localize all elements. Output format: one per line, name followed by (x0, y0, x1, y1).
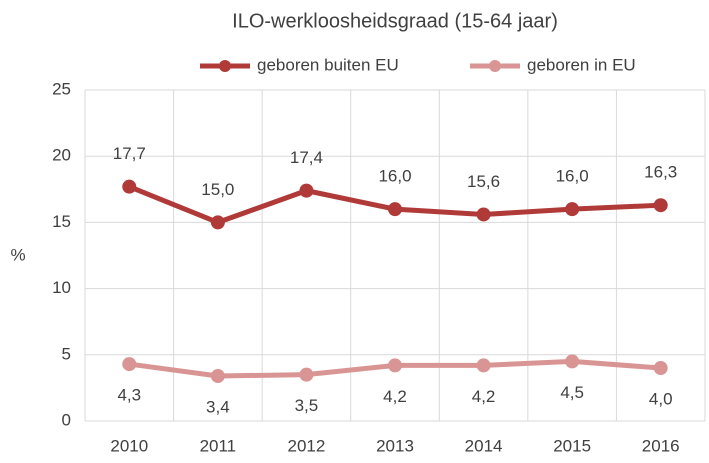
x-tick-label: 2010 (110, 436, 148, 455)
data-label: 15,6 (467, 172, 500, 191)
point (565, 354, 580, 369)
data-label: 17,7 (113, 144, 146, 163)
point (122, 179, 137, 194)
point (653, 198, 668, 213)
point (210, 368, 225, 383)
data-label: 3,5 (295, 396, 319, 415)
point (210, 215, 225, 230)
y-tick-label: 25 (52, 79, 71, 98)
legend-label: geboren in EU (527, 55, 636, 74)
y-tick-label: 15 (52, 212, 71, 231)
point (476, 207, 491, 222)
y-tick-label: 0 (62, 410, 71, 429)
data-label: 3,4 (206, 397, 230, 416)
legend-marker (489, 60, 501, 72)
data-label: 16,3 (644, 163, 677, 182)
data-label: 16,0 (378, 167, 411, 186)
data-label: 4,5 (560, 383, 584, 402)
point (388, 358, 402, 373)
x-tick-label: 2013 (376, 436, 414, 455)
y-tick-label: 10 (52, 278, 71, 297)
x-tick-label: 2011 (200, 436, 237, 455)
data-label: 4,3 (117, 386, 141, 405)
point (565, 202, 580, 217)
data-label: 4,2 (383, 387, 407, 406)
point (299, 367, 314, 382)
data-label: 17,4 (290, 148, 323, 167)
data-label: 4,2 (472, 387, 496, 406)
point (653, 361, 668, 376)
y-axis-label: % (10, 245, 25, 264)
point (476, 358, 491, 373)
y-tick-label: 20 (52, 146, 71, 165)
x-tick-label: 2016 (642, 436, 680, 455)
data-label: 15,0 (201, 180, 234, 199)
chart-title: ILO-werkloosheidsgraad (15-64 jaar) (232, 10, 558, 32)
x-tick-label: 2014 (465, 436, 503, 455)
point (299, 183, 314, 198)
legend-label: geboren buiten EU (257, 55, 399, 74)
data-label: 16,0 (556, 167, 589, 186)
y-tick-label: 5 (62, 344, 71, 363)
legend-marker (219, 60, 231, 72)
point (388, 202, 402, 217)
x-tick-label: 2015 (553, 436, 591, 455)
x-tick-label: 2012 (288, 436, 326, 455)
data-label: 4,0 (649, 390, 673, 409)
point (122, 357, 137, 372)
